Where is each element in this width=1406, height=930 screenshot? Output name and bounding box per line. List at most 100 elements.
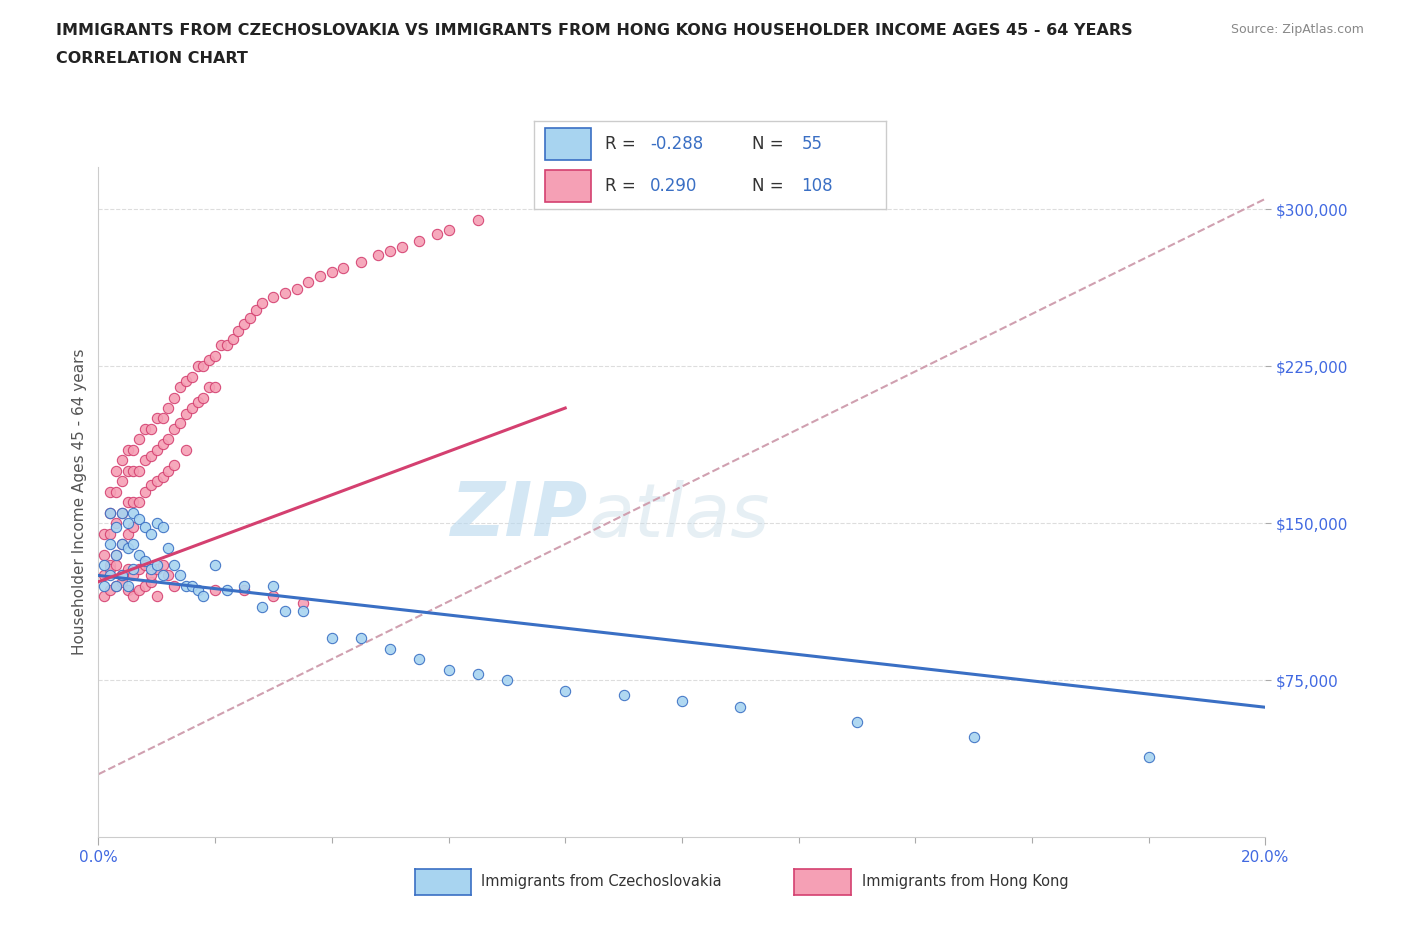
Point — [350, 254, 373, 269]
Text: ZIP: ZIP — [451, 479, 589, 552]
Point — [228, 324, 250, 339]
Point — [187, 582, 209, 598]
Point — [204, 379, 226, 394]
Point — [104, 520, 127, 535]
Point — [111, 505, 134, 520]
Point — [152, 470, 174, 485]
Point — [104, 558, 127, 573]
Point — [117, 526, 139, 541]
Point — [163, 421, 186, 436]
Point — [174, 443, 197, 458]
Point — [93, 578, 115, 593]
Point — [122, 562, 145, 577]
Point — [321, 631, 343, 645]
Point — [104, 463, 127, 478]
Point — [128, 582, 150, 598]
Point — [233, 582, 256, 598]
Point — [98, 526, 121, 541]
Point — [134, 485, 156, 499]
Point — [152, 436, 174, 451]
Point — [122, 568, 145, 583]
Point — [122, 505, 145, 520]
Point — [391, 240, 413, 255]
Point — [1137, 750, 1160, 764]
Point — [104, 516, 127, 531]
Point — [157, 401, 180, 416]
Point — [139, 449, 162, 464]
Point — [146, 558, 169, 573]
Point — [233, 317, 256, 332]
Point — [111, 537, 134, 551]
Point — [174, 407, 197, 422]
Text: CORRELATION CHART: CORRELATION CHART — [56, 51, 247, 66]
Bar — [544, 128, 591, 160]
Point — [250, 296, 273, 311]
Point — [367, 248, 389, 263]
Point — [93, 568, 115, 583]
Point — [163, 391, 186, 405]
Point — [146, 562, 169, 577]
Point — [671, 694, 693, 709]
Point — [104, 547, 127, 562]
Point — [111, 453, 134, 468]
Point — [93, 589, 115, 604]
Point — [134, 558, 156, 573]
Point — [262, 589, 284, 604]
Point — [350, 631, 373, 645]
Point — [146, 411, 169, 426]
Point — [146, 516, 169, 531]
Text: atlas: atlas — [589, 480, 770, 551]
Y-axis label: Householder Income Ages 45 - 64 years: Householder Income Ages 45 - 64 years — [72, 349, 87, 656]
Point — [134, 520, 156, 535]
Point — [111, 568, 134, 583]
Point — [98, 558, 121, 573]
Text: 55: 55 — [801, 135, 823, 153]
Point — [163, 458, 186, 472]
Point — [495, 672, 517, 687]
Point — [467, 666, 489, 681]
Point — [408, 652, 430, 667]
Point — [378, 244, 402, 259]
Point — [180, 578, 202, 593]
Point — [117, 562, 139, 577]
Point — [612, 687, 634, 702]
Point — [198, 352, 221, 367]
Point — [152, 568, 174, 583]
Point — [139, 526, 162, 541]
Point — [93, 526, 115, 541]
Point — [111, 568, 134, 583]
Text: 0.290: 0.290 — [650, 178, 697, 195]
Point — [332, 260, 354, 275]
Text: -0.288: -0.288 — [650, 135, 703, 153]
Point — [152, 411, 174, 426]
Point — [128, 562, 150, 577]
Point — [962, 729, 984, 744]
Point — [193, 589, 215, 604]
Point — [139, 575, 162, 590]
Point — [104, 485, 127, 499]
Point — [104, 578, 127, 593]
Point — [245, 302, 267, 317]
Point — [169, 379, 191, 394]
Point — [233, 578, 256, 593]
Point — [437, 662, 460, 677]
Point — [187, 394, 209, 409]
Point — [187, 359, 209, 374]
Point — [122, 589, 145, 604]
Point — [198, 379, 221, 394]
Point — [180, 401, 202, 416]
Text: Source: ZipAtlas.com: Source: ZipAtlas.com — [1230, 23, 1364, 36]
Text: N =: N = — [752, 178, 789, 195]
Point — [98, 568, 121, 583]
Point — [128, 512, 150, 526]
Point — [157, 463, 180, 478]
Point — [117, 582, 139, 598]
Point — [122, 520, 145, 535]
Point — [221, 332, 243, 347]
Point — [285, 282, 308, 297]
Point — [554, 683, 576, 698]
Point — [163, 558, 186, 573]
Point — [215, 582, 238, 598]
Point — [128, 432, 150, 447]
Point — [104, 578, 127, 593]
